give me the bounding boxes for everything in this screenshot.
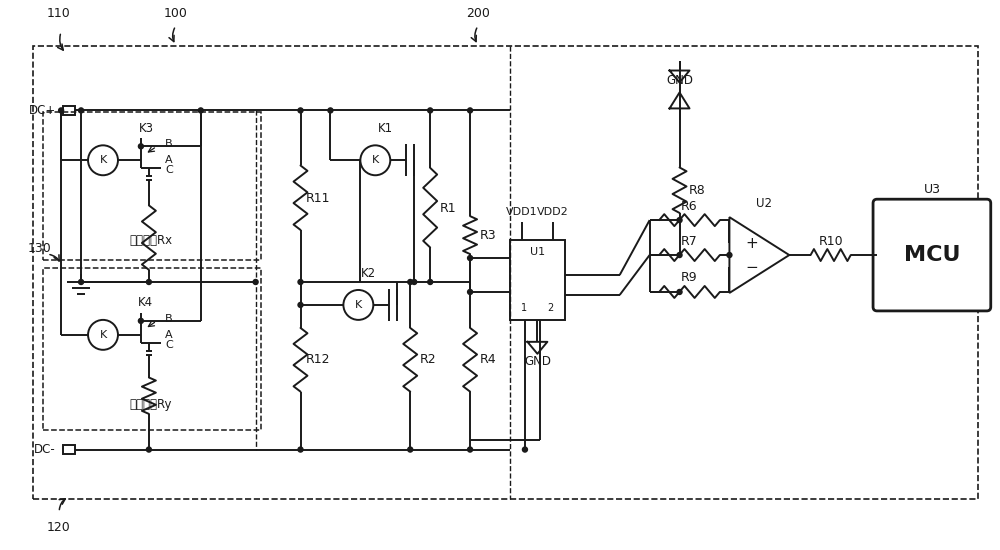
Circle shape (408, 447, 413, 452)
Text: 110: 110 (46, 7, 70, 20)
Circle shape (468, 108, 473, 113)
Bar (43, 112, 261, 260)
Circle shape (328, 108, 333, 113)
Text: K: K (372, 155, 379, 166)
Circle shape (88, 320, 118, 350)
Text: B: B (165, 314, 173, 324)
Text: U2: U2 (756, 197, 772, 210)
Circle shape (138, 318, 143, 323)
Circle shape (298, 108, 303, 113)
Circle shape (522, 447, 527, 452)
Circle shape (298, 302, 303, 307)
Circle shape (408, 279, 413, 284)
Circle shape (677, 289, 682, 294)
Circle shape (79, 279, 84, 284)
Text: A: A (165, 155, 173, 166)
Text: R3: R3 (480, 229, 496, 241)
Text: C: C (165, 340, 173, 350)
Text: R10: R10 (819, 235, 843, 248)
Text: B: B (165, 139, 173, 150)
Text: 2: 2 (548, 303, 554, 313)
Bar (63, 445, 75, 454)
Circle shape (468, 256, 473, 261)
Text: K: K (99, 155, 107, 166)
Bar (43, 268, 261, 430)
Text: K: K (355, 300, 362, 310)
Text: GND: GND (524, 355, 551, 368)
Circle shape (468, 447, 473, 452)
Circle shape (146, 447, 151, 452)
Circle shape (79, 108, 84, 113)
Circle shape (343, 290, 373, 320)
Text: VDD2: VDD2 (537, 207, 569, 217)
Text: R7: R7 (681, 235, 698, 248)
Text: K4: K4 (138, 296, 153, 310)
FancyBboxPatch shape (873, 199, 991, 311)
Circle shape (253, 279, 258, 284)
Text: VDD1: VDD1 (506, 207, 538, 217)
Circle shape (146, 279, 151, 284)
Text: 100: 100 (164, 7, 188, 20)
Circle shape (428, 279, 433, 284)
Text: R6: R6 (681, 200, 698, 213)
Bar (510, 240, 565, 320)
Text: GND: GND (666, 74, 693, 87)
Text: 200: 200 (466, 7, 490, 20)
Text: R1: R1 (440, 202, 456, 214)
Circle shape (138, 144, 143, 149)
Text: DC+: DC+ (29, 104, 56, 117)
Text: R4: R4 (480, 353, 496, 366)
Circle shape (298, 279, 303, 284)
Text: K3: K3 (138, 122, 153, 135)
Text: A: A (165, 330, 173, 340)
Text: 130: 130 (27, 241, 51, 255)
Circle shape (298, 447, 303, 452)
Bar (33, 46, 978, 499)
Circle shape (468, 289, 473, 294)
Text: 120: 120 (46, 521, 70, 534)
Text: 绝缘电阻Rx: 绝缘电阻Rx (129, 234, 172, 246)
Text: −: − (745, 260, 758, 274)
Text: K2: K2 (361, 267, 376, 279)
Circle shape (412, 279, 417, 284)
Circle shape (677, 252, 682, 257)
Circle shape (360, 145, 390, 175)
Text: 绝缘电阻Ry: 绝缘电阻Ry (130, 398, 172, 411)
Text: R8: R8 (689, 184, 706, 197)
Text: R9: R9 (681, 272, 698, 284)
Text: U3: U3 (923, 183, 940, 196)
Text: 1: 1 (521, 303, 527, 313)
Text: U1: U1 (530, 247, 545, 257)
Text: K: K (99, 330, 107, 340)
Circle shape (59, 108, 64, 113)
Text: DC-: DC- (34, 443, 56, 456)
Text: R2: R2 (420, 353, 436, 366)
Text: K1: K1 (378, 122, 393, 135)
Circle shape (727, 252, 732, 257)
Bar (63, 106, 75, 115)
Circle shape (198, 108, 203, 113)
Text: MCU: MCU (904, 245, 960, 265)
Circle shape (677, 218, 682, 223)
Text: R11: R11 (306, 192, 331, 205)
Text: C: C (165, 165, 173, 175)
Circle shape (88, 145, 118, 175)
Circle shape (428, 108, 433, 113)
Text: +: + (745, 235, 758, 251)
Text: R12: R12 (306, 353, 331, 366)
